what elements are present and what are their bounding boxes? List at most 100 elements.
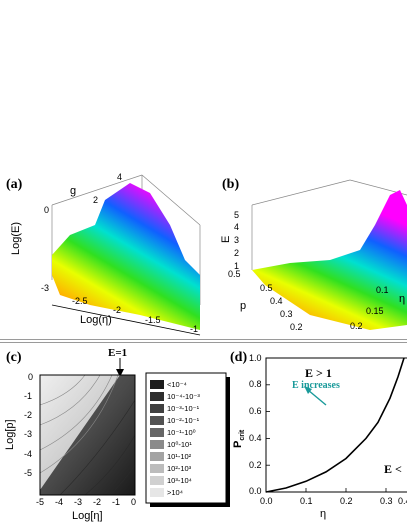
- panel-b-label: (b): [222, 177, 240, 192]
- panel-d-xlabel: η: [320, 508, 327, 520]
- legend-item: 10⁻³-10⁻¹: [150, 402, 224, 414]
- panel-a-z-tick-neg3: -3: [41, 283, 50, 293]
- panel-c-x-tick: -4: [55, 497, 64, 507]
- legend-item: 10⁻²-10⁻¹: [150, 414, 224, 426]
- legend-item: 10¹-10²: [150, 450, 224, 462]
- panel-a-surface: [52, 183, 200, 330]
- legend-label: 10⁻⁴-10⁻³: [167, 391, 200, 401]
- panel-d-ylabel-main: P: [232, 440, 244, 448]
- panel-a-xlabel: Log(η): [80, 314, 112, 326]
- legend-item: 10⁰-10¹: [150, 438, 224, 450]
- panel-b-z-tick: 5: [234, 210, 240, 220]
- legend-swatch: [150, 391, 164, 401]
- panel-d-x-tick: 0.3: [380, 496, 393, 506]
- panel-d-region-bottom: E <: [384, 462, 402, 476]
- panel-a-surface-plot: [51, 174, 201, 336]
- e-increases-arrowhead: [304, 386, 312, 394]
- panel-d-label: (d): [230, 350, 248, 365]
- panel-d-ylabel: Pcrit: [232, 430, 246, 448]
- panel-b-z-tick: 0.5: [228, 269, 241, 279]
- panel-d-chart: [265, 357, 407, 493]
- panel-a-g-tick-4: 4: [117, 172, 123, 182]
- legend-swatch: [150, 451, 164, 461]
- legend-item: 10²-10³: [150, 462, 224, 474]
- panel-d-y-tick: 1.0: [249, 353, 262, 363]
- panel-a-g-label: g: [70, 185, 77, 197]
- panel-d-ylabel-sub: crit: [239, 429, 247, 441]
- panel-c-xlabel: Log[η]: [72, 510, 103, 522]
- panel-c-x-tick: -3: [74, 497, 83, 507]
- legend-label: 10⁻²-10⁻¹: [167, 415, 200, 425]
- panel-a-g-tick-2: 2: [93, 195, 99, 205]
- panel-b-z-tick: 4: [234, 222, 240, 232]
- legend-label: 10¹-10²: [167, 451, 192, 461]
- panel-b-eta-label: η: [399, 293, 406, 305]
- legend-label: 10⁻¹-10⁰: [167, 427, 196, 437]
- e-increases-arrow: [307, 389, 327, 406]
- panel-c-x-tick: -1: [112, 497, 121, 507]
- panel-b-surface: [252, 190, 407, 330]
- panel-b-p-tick: 0.4: [270, 296, 283, 306]
- separator-line: [0, 342, 407, 343]
- panel-c-y-tick: -2: [24, 410, 33, 420]
- panel-a-zlabel: Log(E): [10, 221, 22, 255]
- panel-c-y-tick: -5: [24, 468, 33, 478]
- legend-item: >10⁴: [150, 486, 224, 498]
- panel-a-x-tick: -2.5: [72, 296, 88, 306]
- panel-d-y-tick: 0.6: [249, 406, 262, 416]
- legend-swatch: [150, 475, 164, 485]
- panel-b-z-tick: 2: [234, 248, 240, 258]
- pcrit-curve-line: [265, 357, 405, 493]
- separator-line: [0, 339, 407, 340]
- panel-c-label: (c): [6, 350, 22, 365]
- panel-b-zlabel: E: [220, 235, 232, 243]
- panel-d-region-top: E > 1: [305, 366, 332, 380]
- panel-a-x-tick: -2: [113, 305, 122, 315]
- panel-a-x-tick: -1.5: [145, 315, 161, 325]
- panel-c-x-tick: 0: [131, 497, 137, 507]
- panel-d-arrow-label: E increases: [292, 380, 340, 391]
- panel-c-y-tick: -4: [24, 449, 33, 459]
- panel-b-surface-plot: [251, 179, 407, 330]
- panel-b-eta-tick: 0.15: [366, 306, 384, 316]
- panel-c-y-tick: 0: [28, 372, 34, 382]
- legend-swatch: [150, 403, 164, 413]
- legend-swatch: [150, 439, 164, 449]
- panel-d-y-tick: 0.8: [249, 379, 262, 389]
- panel-b-eta-tick: 0.1: [376, 285, 389, 295]
- legend-swatch: [150, 463, 164, 473]
- legend-label: 10²-10³: [167, 463, 192, 473]
- legend-label: 10⁻³-10⁻¹: [167, 403, 200, 413]
- legend-swatch: [150, 379, 164, 389]
- legend-label: 10⁰-10¹: [167, 439, 192, 449]
- panel-d-x-tick: 0.1: [300, 496, 313, 506]
- legend-item: <10⁻⁴: [150, 378, 224, 390]
- panel-c-y-tick: -1: [24, 391, 33, 401]
- legend-item: 10⁻⁴-10⁻³: [150, 390, 224, 402]
- panel-d-y-tick: 0.0: [249, 486, 262, 496]
- panel-c-annotation: E=1: [108, 347, 128, 359]
- panel-c-x-tick: -2: [93, 497, 102, 507]
- panel-d-y-tick: 0.2: [249, 460, 262, 470]
- panel-b-eta-tick: 0.2: [350, 321, 363, 331]
- legend-label: >10⁴: [167, 487, 183, 497]
- panel-b-p-tick: 0.2: [290, 322, 303, 332]
- legend-item: 10⁻¹-10⁰: [150, 426, 224, 438]
- legend-swatch: [150, 427, 164, 437]
- panel-b-p-label: p: [240, 300, 247, 312]
- legend-item: 10³-10⁴: [150, 474, 224, 486]
- panel-c-legend: <10⁻⁴ 10⁻⁴-10⁻³ 10⁻³-10⁻¹ 10⁻²-10⁻¹ 10⁻¹…: [150, 378, 224, 498]
- panel-b-z-tick: 1: [234, 261, 240, 271]
- legend-label: 10³-10⁴: [167, 475, 192, 485]
- panel-d-y-tick: 0.4: [249, 433, 262, 443]
- panel-a-z-tick-0: 0: [44, 205, 50, 215]
- panel-d-x-tick: 0.2: [340, 496, 353, 506]
- panel-c-y-tick: -3: [24, 429, 33, 439]
- panel-d-x-tick: 0.4: [398, 496, 407, 506]
- panel-c-x-tick: -5: [36, 497, 45, 507]
- legend-swatch: [150, 415, 164, 425]
- panel-b-z-tick: 3: [234, 235, 240, 245]
- panel-d-x-tick: 0.0: [260, 496, 273, 506]
- panel-b-p-tick: 0.3: [280, 309, 293, 319]
- panel-b-p-tick: 0.5: [260, 283, 273, 293]
